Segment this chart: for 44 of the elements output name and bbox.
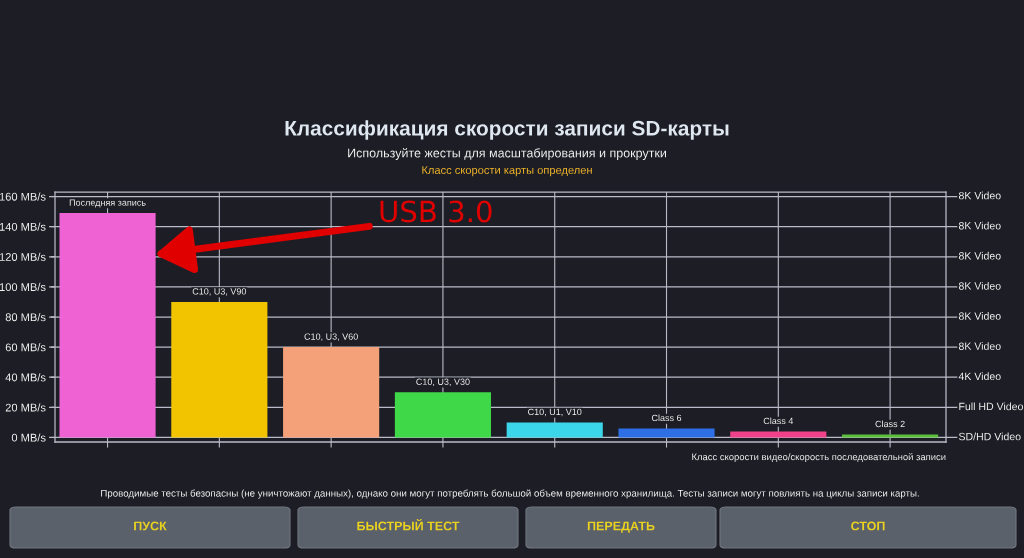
x-tick-label: Class 4	[763, 417, 794, 425]
chart-subtitle: Используйте жесты для масштабирования и прокрутки	[348, 148, 666, 160]
x-tick-label: Class 2	[875, 420, 905, 428]
y-tick-label: 160 MB/s	[0, 192, 46, 201]
ref-line-label: 8K Video	[958, 342, 1001, 350]
y-tick-label: 60 MB/s	[5, 343, 46, 352]
chart-title: Классификация скорости записи SD-карты	[285, 120, 729, 140]
ref-line-label: 8K Video	[958, 251, 1001, 260]
ref-line-label: Full HD Video	[959, 402, 1023, 411]
bar	[730, 431, 827, 438]
bar	[842, 434, 939, 438]
ref-line-label: 4K Video	[958, 372, 1001, 381]
x-tick-label: C10, U1, V10	[528, 408, 582, 417]
x-tick-label: Последняя запись	[69, 199, 146, 208]
y-tick-label: 40 MB/s	[5, 373, 46, 382]
annotation: USB 3.0	[380, 200, 492, 223]
x-tick-label: C10, U3, V30	[416, 378, 470, 387]
text: Проводимые тесты безопасны (не уничтожают данных), однако они могут потреблять большой объем временного хранилища. Тесты записи могут повлиять на циклы записи карты.	[101, 489, 919, 499]
x-tick-label: C10, U3, V90	[192, 288, 247, 296]
x-axis-title: Класс скорости видео/скорость последовательной записи	[692, 453, 946, 463]
text: СТОП	[851, 521, 885, 531]
x-tick-label: Class 6	[651, 414, 682, 422]
bar	[506, 422, 603, 438]
bar	[618, 428, 715, 438]
bar	[283, 347, 380, 438]
ref-line-label: 8K Video	[958, 281, 1001, 290]
y-tick-label: 140 MB/s	[0, 222, 46, 231]
x-tick-label: C10, U3, V60	[304, 333, 358, 341]
ref-line-label: SD/HD Video	[958, 432, 1021, 441]
bar	[59, 213, 156, 438]
text: БЫСТРЫЙ ТЕСТ	[357, 518, 460, 531]
ref-line-label: 8K Video	[958, 221, 1001, 230]
y-tick-label: 80 MB/s	[5, 312, 46, 322]
bar	[171, 301, 268, 438]
text: ПЕРЕДАТЬ	[587, 521, 655, 533]
y-tick-label: 100 MB/s	[0, 282, 46, 292]
text: Класс скорости карты определен	[422, 166, 592, 177]
y-tick-label: 120 MB/s	[0, 252, 46, 261]
ref-line-label: 8K Video	[958, 191, 1001, 200]
ref-line-label: 8K Video	[958, 312, 1001, 320]
bar	[394, 392, 491, 438]
y-tick-label: 20 MB/s	[5, 403, 46, 412]
y-tick-label: 0 MB/s	[11, 433, 46, 442]
text: ПУСК	[134, 521, 167, 531]
